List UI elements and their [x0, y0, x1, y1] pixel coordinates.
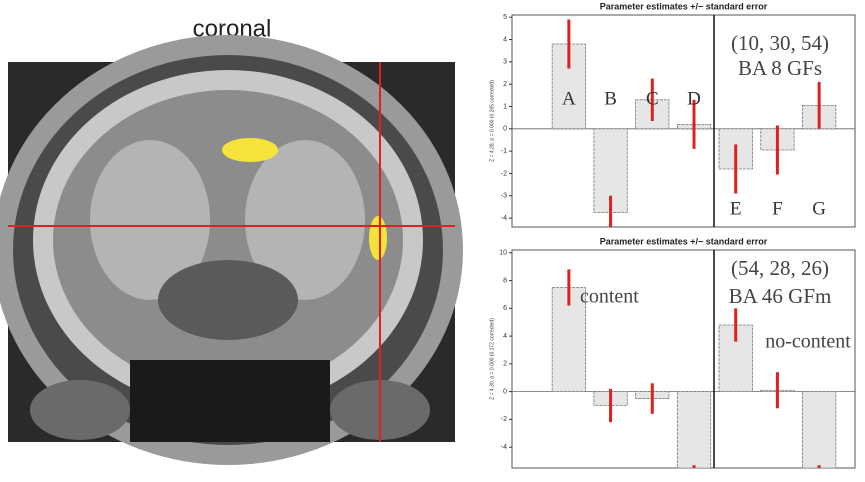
page: coronal Parameter estimates +/− standard…: [0, 0, 865, 482]
category-label: A: [562, 88, 576, 109]
annotation: content: [580, 286, 639, 308]
category-label: E: [730, 198, 742, 219]
brain-image: [0, 35, 463, 465]
y-tick-label: -1: [501, 148, 507, 155]
bar: [677, 392, 710, 468]
y-tick-label: 1: [503, 103, 507, 110]
y-tick-label: 5: [503, 14, 507, 21]
category-label: C: [646, 88, 659, 109]
bar: [802, 392, 835, 468]
y-tick-label: 3: [503, 59, 507, 66]
y-tick-label: -4: [501, 215, 507, 222]
y-tick-label: -4: [501, 444, 507, 451]
chart-title: Parameter estimates +/− standard error: [600, 236, 768, 246]
chart-title: Parameter estimates +/− standard error: [600, 1, 768, 11]
y-tick-label: 10: [499, 250, 507, 257]
figure: coronal Parameter estimates +/− standard…: [0, 0, 865, 477]
category-label: B: [604, 88, 617, 109]
y-tick-label: 8: [503, 277, 507, 284]
category-label: F: [772, 198, 783, 219]
y-tick-label: 2: [503, 81, 507, 88]
y-axis-label: Z = 4.30, p = 0.000 (0.172 corrected): [489, 318, 495, 400]
annotation: no-content: [765, 331, 851, 353]
y-axis-label: Z = 4.28, p = 0.000 (0.265 corrected): [489, 80, 495, 162]
category-label: G: [812, 198, 826, 219]
y-tick-label: 4: [503, 333, 507, 340]
y-tick-label: 0: [503, 388, 507, 395]
y-tick-label: 2: [503, 361, 507, 368]
y-tick-label: 6: [503, 305, 507, 312]
annotation: BA 8 GFs: [738, 56, 822, 80]
y-tick-label: -2: [501, 416, 507, 423]
y-tick-label: 0: [503, 126, 507, 133]
annotation: BA 46 GFm: [729, 284, 832, 308]
category-label: D: [687, 88, 701, 109]
y-tick-label: -2: [501, 170, 507, 177]
annotation: (10, 30, 54): [731, 31, 829, 55]
y-tick-label: 4: [503, 36, 507, 43]
annotation: (54, 28, 26): [731, 256, 829, 280]
y-tick-label: -3: [501, 193, 507, 200]
